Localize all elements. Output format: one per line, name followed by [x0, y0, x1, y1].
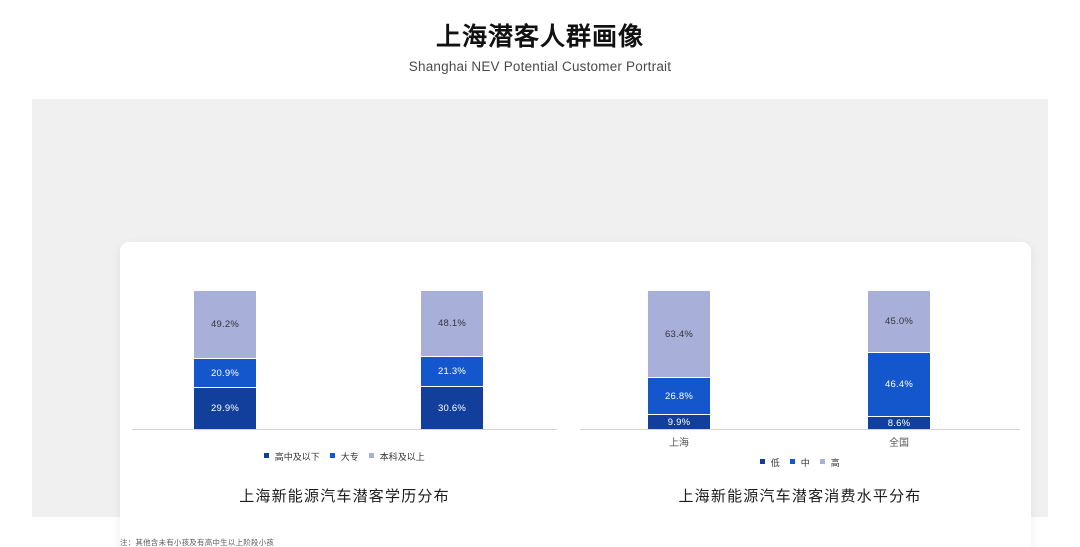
legend-swatch-icon: [264, 453, 270, 458]
slide-header: 上海潜客人群画像 Shanghai NEV Potential Customer…: [0, 22, 1080, 74]
chart-card: 49.2% 20.9% 29.9% 48.1% 21.3% 30.6%: [120, 242, 1031, 547]
legend-item-mid[interactable]: 大专: [330, 450, 359, 463]
segment-high: 48.1%: [421, 291, 483, 357]
legend-label: 高中及以下: [274, 452, 320, 462]
x-axis-labels-consumption: 上海 全国: [580, 434, 1020, 450]
x-label-2: 全国: [889, 438, 909, 449]
legend-swatch-icon: [820, 459, 826, 464]
legend-label: 高: [830, 458, 840, 468]
page-subtitle: Shanghai NEV Potential Customer Portrait: [408, 59, 672, 74]
segment-low: 29.9%: [194, 388, 256, 429]
legend-swatch-icon: [369, 453, 375, 458]
legend-item-low[interactable]: 低: [760, 456, 780, 469]
segment-low: 30.6%: [421, 387, 483, 429]
plot-area-consumption: 63.4% 26.8% 9.9% 45.0% 46.4% 8.6%: [580, 290, 1020, 430]
segment-mid: 20.9%: [194, 359, 256, 388]
chart-consumption: 63.4% 26.8% 9.9% 45.0% 46.4% 8.6% 上海 全国: [580, 242, 1020, 547]
legend-item-high[interactable]: 高: [820, 456, 840, 469]
legend-consumption: 低 中 高: [580, 456, 1020, 469]
chart-education: 49.2% 20.9% 29.9% 48.1% 21.3% 30.6%: [132, 242, 557, 547]
segment-high: 63.4%: [648, 291, 710, 378]
segment-mid: 26.8%: [648, 378, 710, 415]
column-education-1[interactable]: 49.2% 20.9% 29.9%: [194, 291, 256, 429]
charts-container: 49.2% 20.9% 29.9% 48.1% 21.3% 30.6%: [120, 242, 1031, 547]
legend-label: 大专: [340, 452, 359, 462]
legend-swatch-icon: [790, 459, 796, 464]
x-label-1: 上海: [669, 438, 689, 449]
footnote: 注：其他含未有小孩及有高中生以上阶段小孩: [120, 538, 274, 547]
legend-label: 本科及以上: [379, 452, 425, 462]
legend-label: 低: [770, 458, 780, 468]
column-consumption-1[interactable]: 63.4% 26.8% 9.9%: [648, 291, 710, 429]
column-education-2[interactable]: 48.1% 21.3% 30.6%: [421, 291, 483, 429]
x-axis-line: [132, 429, 557, 430]
column-consumption-2[interactable]: 45.0% 46.4% 8.6%: [868, 291, 930, 429]
legend-swatch-icon: [760, 459, 766, 464]
segment-high: 49.2%: [194, 291, 256, 359]
segment-low: 9.9%: [648, 415, 710, 429]
chart-caption-education: 上海新能源汽车潜客学历分布: [239, 488, 450, 505]
page-title: 上海潜客人群画像: [435, 23, 644, 51]
legend-item-low[interactable]: 高中及以下: [264, 450, 320, 463]
segment-low: 8.6%: [868, 417, 930, 429]
legend-item-high[interactable]: 本科及以上: [369, 450, 425, 463]
segment-mid: 21.3%: [421, 357, 483, 387]
content-panel: 49.2% 20.9% 29.9% 48.1% 21.3% 30.6%: [32, 99, 1048, 547]
segment-mid: 46.4%: [868, 353, 930, 417]
chart-caption-consumption: 上海新能源汽车潜客消费水平分布: [678, 488, 922, 505]
x-axis-labels-education: [132, 434, 557, 450]
legend-swatch-icon: [330, 453, 336, 458]
segment-high: 45.0%: [868, 291, 930, 353]
legend-label: 中: [800, 458, 810, 468]
plot-area-education: 49.2% 20.9% 29.9% 48.1% 21.3% 30.6%: [132, 290, 557, 430]
legend-education: 高中及以下 大专 本科及以上: [132, 450, 557, 463]
legend-item-mid[interactable]: 中: [790, 456, 810, 469]
x-axis-line: [580, 429, 1020, 430]
